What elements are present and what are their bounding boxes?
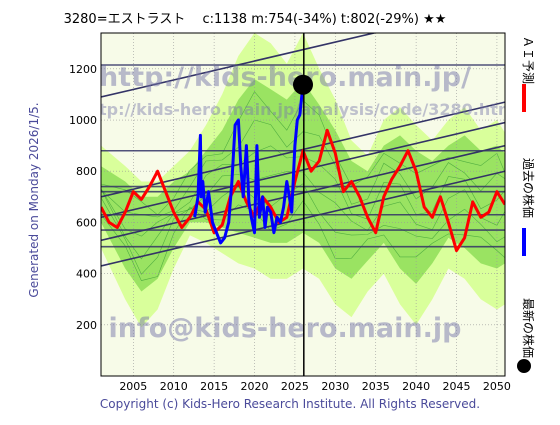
plot-frame [100, 32, 506, 377]
x-tick-label: 2025 [281, 380, 309, 393]
x-tick-label: 2005 [119, 380, 147, 393]
trend-line [101, 144, 505, 242]
trend-line [101, 170, 505, 267]
series-lines [101, 84, 505, 253]
legend-swatch [517, 359, 531, 373]
x-tick-label: 2020 [241, 380, 269, 393]
watermark-middle: http://kids-hero.main.jp/analysis/code/3… [80, 100, 520, 119]
x-tick-label: 2035 [362, 380, 390, 393]
band-trace-line [101, 119, 505, 218]
legend-label: 最新の株価 [521, 298, 536, 358]
plot-area: http://kids-hero.main.jp/ http://kids-he… [80, 33, 520, 376]
latest-price-marker [293, 74, 313, 95]
y-tick-label: 400 [76, 268, 97, 281]
y-tick-label: 1200 [69, 63, 97, 76]
x-tick-label: 2040 [402, 380, 430, 393]
band-trace-line [101, 145, 505, 237]
copyright-text: Copyright (c) Kids-Hero Research Institu… [100, 397, 480, 411]
y-tick-label: 200 [76, 319, 97, 332]
trend-line [101, 33, 378, 98]
y-tick-label: 800 [76, 165, 97, 178]
watermark-top: http://kids-hero.main.jp/ [99, 62, 471, 93]
legend-label: 過去の株価 [521, 158, 536, 218]
y-axis: 200 400 600 800 1000 1200 [69, 63, 97, 332]
y-tick-label: 600 [76, 216, 97, 229]
y-tick-label: 1000 [69, 114, 97, 127]
watermark-bottom: info@kids-hero.main.jp [109, 313, 462, 344]
x-tick-label: 2010 [160, 380, 188, 393]
x-tick-label: 2050 [483, 380, 511, 393]
x-tick-label: 2045 [443, 380, 471, 393]
x-tick-label: 2015 [200, 380, 228, 393]
band-trace-line [101, 171, 505, 260]
generated-date-text: Generated on Monday 2026/1/5. [27, 102, 41, 297]
past-price-line [193, 84, 305, 245]
legend-label: ＡＩ予測 [521, 36, 535, 84]
x-tick-label: 2030 [321, 380, 349, 393]
chart-title: 3280=エストラスト c:1138 m:754(-34%) t:802(-29… [64, 12, 447, 27]
x-axis: 2005 2010 2015 2020 2025 2030 2035 2040 2045 2050 [119, 380, 511, 393]
band-inner [101, 79, 505, 292]
band-trace-line [101, 200, 505, 281]
ai-forecast-line [101, 128, 505, 253]
